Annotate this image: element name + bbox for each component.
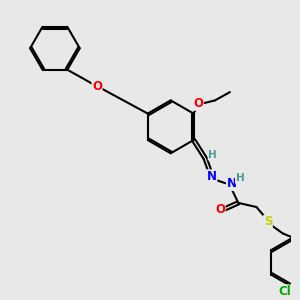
Text: N: N [226,177,237,190]
Text: O: O [194,97,203,110]
Text: H: H [208,150,217,160]
Text: S: S [264,215,272,228]
Text: Cl: Cl [278,285,291,298]
Text: N: N [207,170,217,183]
Text: O: O [92,80,102,93]
Text: H: H [236,173,244,183]
Text: O: O [215,203,225,216]
